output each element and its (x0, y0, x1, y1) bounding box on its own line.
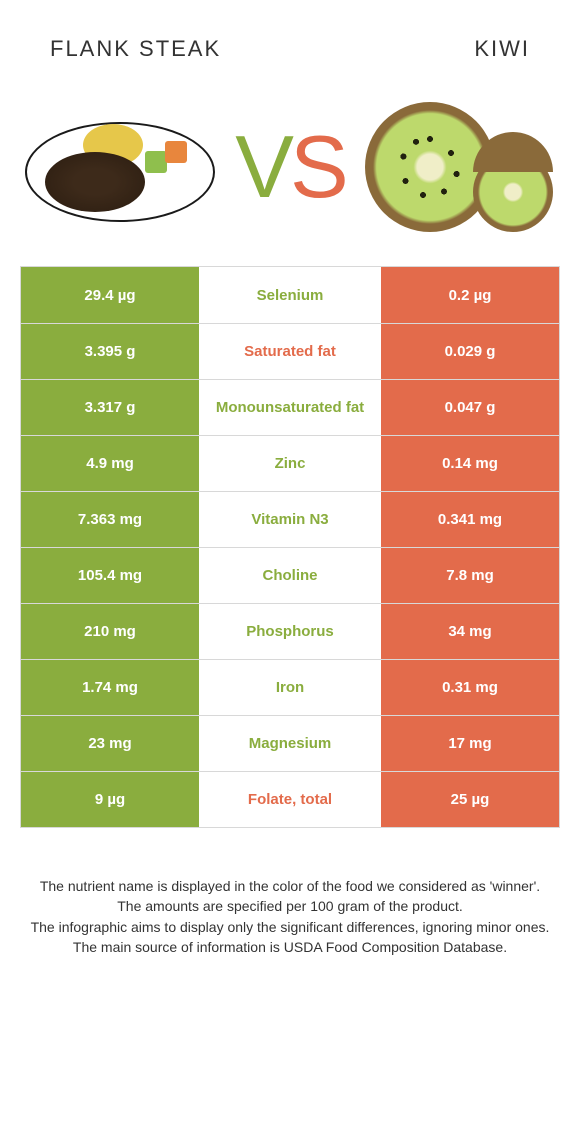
vs-v-letter: V (235, 117, 290, 216)
right-value: 0.029 g (381, 324, 559, 379)
left-value: 105.4 mg (21, 548, 199, 603)
right-value: 0.341 mg (381, 492, 559, 547)
table-row: 210 mgPhosphorus34 mg (21, 603, 559, 659)
right-value: 0.047 g (381, 380, 559, 435)
nutrient-name: Phosphorus (199, 604, 381, 659)
nutrient-name: Monounsaturated fat (199, 380, 381, 435)
nutrient-name: Choline (199, 548, 381, 603)
images-row: VS (0, 74, 580, 266)
table-row: 7.363 mgVitamin N30.341 mg (21, 491, 559, 547)
footer-line: The amounts are specified per 100 gram o… (28, 896, 552, 916)
table-row: 3.317 gMonounsaturated fat0.047 g (21, 379, 559, 435)
right-value: 0.14 mg (381, 436, 559, 491)
vs-label: VS (235, 116, 344, 218)
vs-s-letter: S (290, 117, 345, 216)
nutrient-name: Zinc (199, 436, 381, 491)
table-row: 1.74 mgIron0.31 mg (21, 659, 559, 715)
left-value: 9 µg (21, 772, 199, 827)
right-value: 0.31 mg (381, 660, 559, 715)
left-value: 3.317 g (21, 380, 199, 435)
left-value: 4.9 mg (21, 436, 199, 491)
right-value: 7.8 mg (381, 548, 559, 603)
flank-steak-image (20, 92, 220, 242)
table-row: 29.4 µgSelenium0.2 µg (21, 267, 559, 323)
nutrient-name: Folate, total (199, 772, 381, 827)
table-row: 23 mgMagnesium17 mg (21, 715, 559, 771)
table-row: 4.9 mgZinc0.14 mg (21, 435, 559, 491)
footer-line: The infographic aims to display only the… (28, 917, 552, 937)
food-right-title: KIWI (474, 36, 530, 62)
left-value: 23 mg (21, 716, 199, 771)
left-value: 29.4 µg (21, 267, 199, 323)
nutrient-name: Selenium (199, 267, 381, 323)
kiwi-image (360, 92, 560, 242)
left-value: 1.74 mg (21, 660, 199, 715)
footer-notes: The nutrient name is displayed in the co… (0, 828, 580, 957)
nutrient-name: Iron (199, 660, 381, 715)
nutrient-name: Magnesium (199, 716, 381, 771)
nutrient-name: Saturated fat (199, 324, 381, 379)
comparison-table: 29.4 µgSelenium0.2 µg3.395 gSaturated fa… (20, 266, 560, 828)
footer-line: The nutrient name is displayed in the co… (28, 876, 552, 896)
header: FLANK STEAK KIWI (0, 0, 580, 74)
food-left-title: FLANK STEAK (50, 36, 221, 62)
table-row: 9 µgFolate, total25 µg (21, 771, 559, 827)
right-value: 17 mg (381, 716, 559, 771)
right-value: 25 µg (381, 772, 559, 827)
right-value: 34 mg (381, 604, 559, 659)
left-value: 210 mg (21, 604, 199, 659)
table-row: 3.395 gSaturated fat0.029 g (21, 323, 559, 379)
footer-line: The main source of information is USDA F… (28, 937, 552, 957)
left-value: 7.363 mg (21, 492, 199, 547)
table-row: 105.4 mgCholine7.8 mg (21, 547, 559, 603)
right-value: 0.2 µg (381, 267, 559, 323)
nutrient-name: Vitamin N3 (199, 492, 381, 547)
left-value: 3.395 g (21, 324, 199, 379)
